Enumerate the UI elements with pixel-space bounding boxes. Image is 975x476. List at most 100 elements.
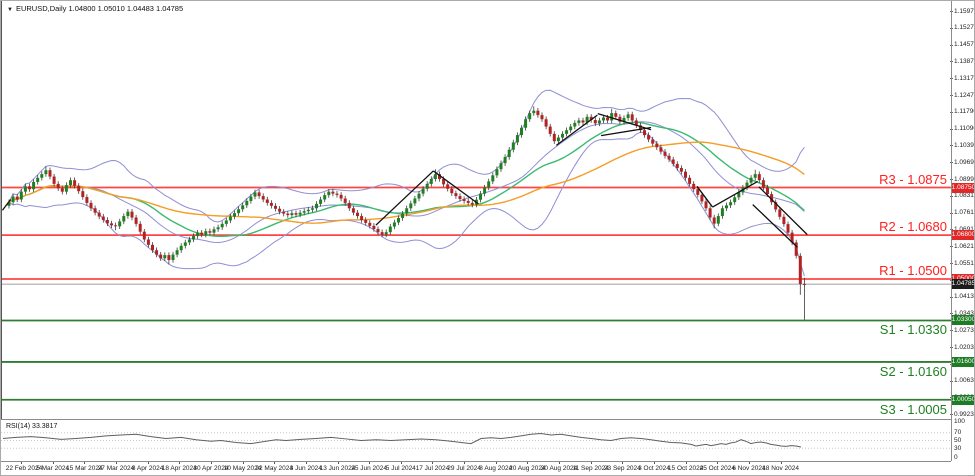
rsi-label: RSI(14) 33.3817 [6, 423, 58, 430]
trendline-6[interactable] [600, 126, 652, 137]
date-axis-label[interactable]: 22 Feb 2024 [5, 465, 43, 472]
trendline-9[interactable] [758, 186, 808, 236]
price-badge-S2: 1.01600 [951, 356, 975, 367]
candle-bear [101, 216, 105, 220]
date-axis-label[interactable]: 8 Apr 2024 [131, 465, 164, 472]
date-axis-tick [210, 461, 212, 464]
date-axis-label[interactable]: 11 Sep 2024 [572, 465, 609, 472]
level-label-S1: S1 - 1.0330 [879, 322, 947, 338]
price-chart[interactable] [1, 1, 951, 420]
date-axis-label[interactable]: 23 Sep 2024 [603, 465, 641, 472]
trendline-5[interactable] [597, 113, 652, 131]
candle-bear [282, 211, 286, 214]
date-axis-label[interactable]: 20 Aug 2024 [509, 465, 546, 472]
candle-bear [442, 179, 446, 185]
candle-bull [511, 142, 515, 150]
date-axis-label[interactable]: 18 Nov 2024 [762, 465, 800, 472]
candle-bear [696, 189, 700, 195]
date-axis-label[interactable]: 15 Oct 2024 [667, 465, 704, 472]
date-axis-label[interactable]: 3 Jun 2024 [289, 465, 322, 472]
candle-bear [540, 115, 544, 120]
trendline-4[interactable] [555, 114, 598, 146]
date-axis-label[interactable]: 27 Mar 2024 [97, 465, 135, 472]
date-axis-label[interactable]: 29 Jul 2024 [447, 465, 481, 472]
trendline-3[interactable] [432, 170, 479, 205]
candle-bull [515, 135, 519, 143]
price-axis-label: 1.11090 [954, 125, 975, 133]
candle-bear [761, 180, 765, 188]
price-axis-label: 1.14570 [954, 41, 974, 49]
date-axis-tick [685, 461, 687, 464]
candle-bear [146, 239, 150, 245]
price-axis-label: 1.07610 [954, 209, 974, 217]
price-badge-R1: 1.05000 [951, 274, 974, 284]
candle-bear [438, 174, 441, 179]
candle-bear [757, 174, 761, 181]
candle-bull [36, 177, 40, 182]
bollinger-lower-band [8, 131, 805, 277]
candle-bear [134, 217, 138, 224]
candle-bull [495, 169, 499, 176]
trendline-8[interactable] [712, 180, 758, 208]
date-axis-label[interactable]: 8 Aug 2024 [479, 465, 513, 472]
date-axis-label[interactable]: 30 Aug 2024 [540, 465, 578, 472]
date-axis-label[interactable]: 5 Jul 2024 [385, 465, 416, 472]
date-axis-label[interactable]: 25 Jun 2024 [351, 465, 388, 472]
candle-bull [19, 191, 23, 200]
date-axis-label[interactable]: 22 May 2024 [255, 465, 293, 472]
candle-bear [548, 126, 552, 134]
candle-bear [15, 196, 19, 200]
candle-bear [782, 216, 786, 225]
candle-bull [228, 216, 232, 221]
date-axis-label[interactable]: 30 Apr 2024 [193, 465, 229, 472]
date-axis-label[interactable]: 3 Oct 2024 [638, 465, 670, 472]
price-axis-label: 1.11790 [954, 108, 975, 116]
trendline-2[interactable] [375, 170, 434, 226]
price-axis-label: 1.06910 [954, 226, 974, 233]
price-axis-separator[interactable] [951, 1, 952, 461]
candle-bull [310, 208, 314, 210]
trendline-1[interactable] [1, 199, 12, 211]
candle-bull [565, 130, 569, 134]
date-axis-label[interactable]: 5 Mar 2024 [36, 465, 70, 472]
price-axis-label: 1.02730 [954, 326, 974, 334]
candle-bear [618, 116, 622, 122]
price-axis-label: 1.04130 [954, 293, 974, 301]
trendline-7[interactable] [696, 185, 714, 208]
date-axis-tick [622, 461, 624, 464]
level-label-R2: R2 - 1.0680 [879, 219, 947, 235]
candle-bull [11, 196, 15, 203]
date-axis-label[interactable]: 6 Nov 2024 [732, 465, 766, 472]
candle-bear [269, 202, 273, 206]
candle-bull [577, 120, 581, 123]
candle-bull [388, 226, 392, 233]
date-axis-label[interactable]: 18 Apr 2024 [161, 465, 197, 472]
candle-bull [429, 179, 433, 184]
candle-bull [40, 174, 44, 178]
candle-bear [593, 119, 597, 124]
candle-bear [331, 191, 335, 194]
candle-bull [491, 175, 495, 182]
candle-bear [261, 196, 265, 200]
trendline-10[interactable] [752, 204, 798, 248]
date-axis-label[interactable]: 15 Mar 2024 [66, 465, 103, 472]
candle-bull [597, 120, 601, 124]
candle-bull [171, 254, 175, 260]
date-axis-label[interactable]: 25 Oct 2024 [699, 465, 735, 472]
level-label-S2: S2 - 1.0160 [879, 363, 947, 379]
date-axis-tick [464, 461, 466, 464]
candle-bear [380, 232, 384, 235]
bollinger-middle-band [8, 121, 805, 244]
candle-bear [692, 183, 696, 190]
date-axis-label[interactable]: 10 May 2024 [223, 465, 262, 472]
candle-bear [536, 110, 540, 116]
candle-bull [409, 203, 413, 209]
candle-bull [507, 149, 511, 158]
candle-bear [802, 283, 806, 285]
date-axis-tick [717, 461, 719, 464]
candle-bull [528, 113, 532, 120]
date-axis-label[interactable]: 13 Jun 2024 [319, 465, 356, 472]
rsi-pane[interactable] [1, 420, 951, 461]
price-axis-label: 1.09690 [954, 158, 974, 166]
date-axis-label[interactable]: 17 Jul 2024 [415, 465, 450, 472]
